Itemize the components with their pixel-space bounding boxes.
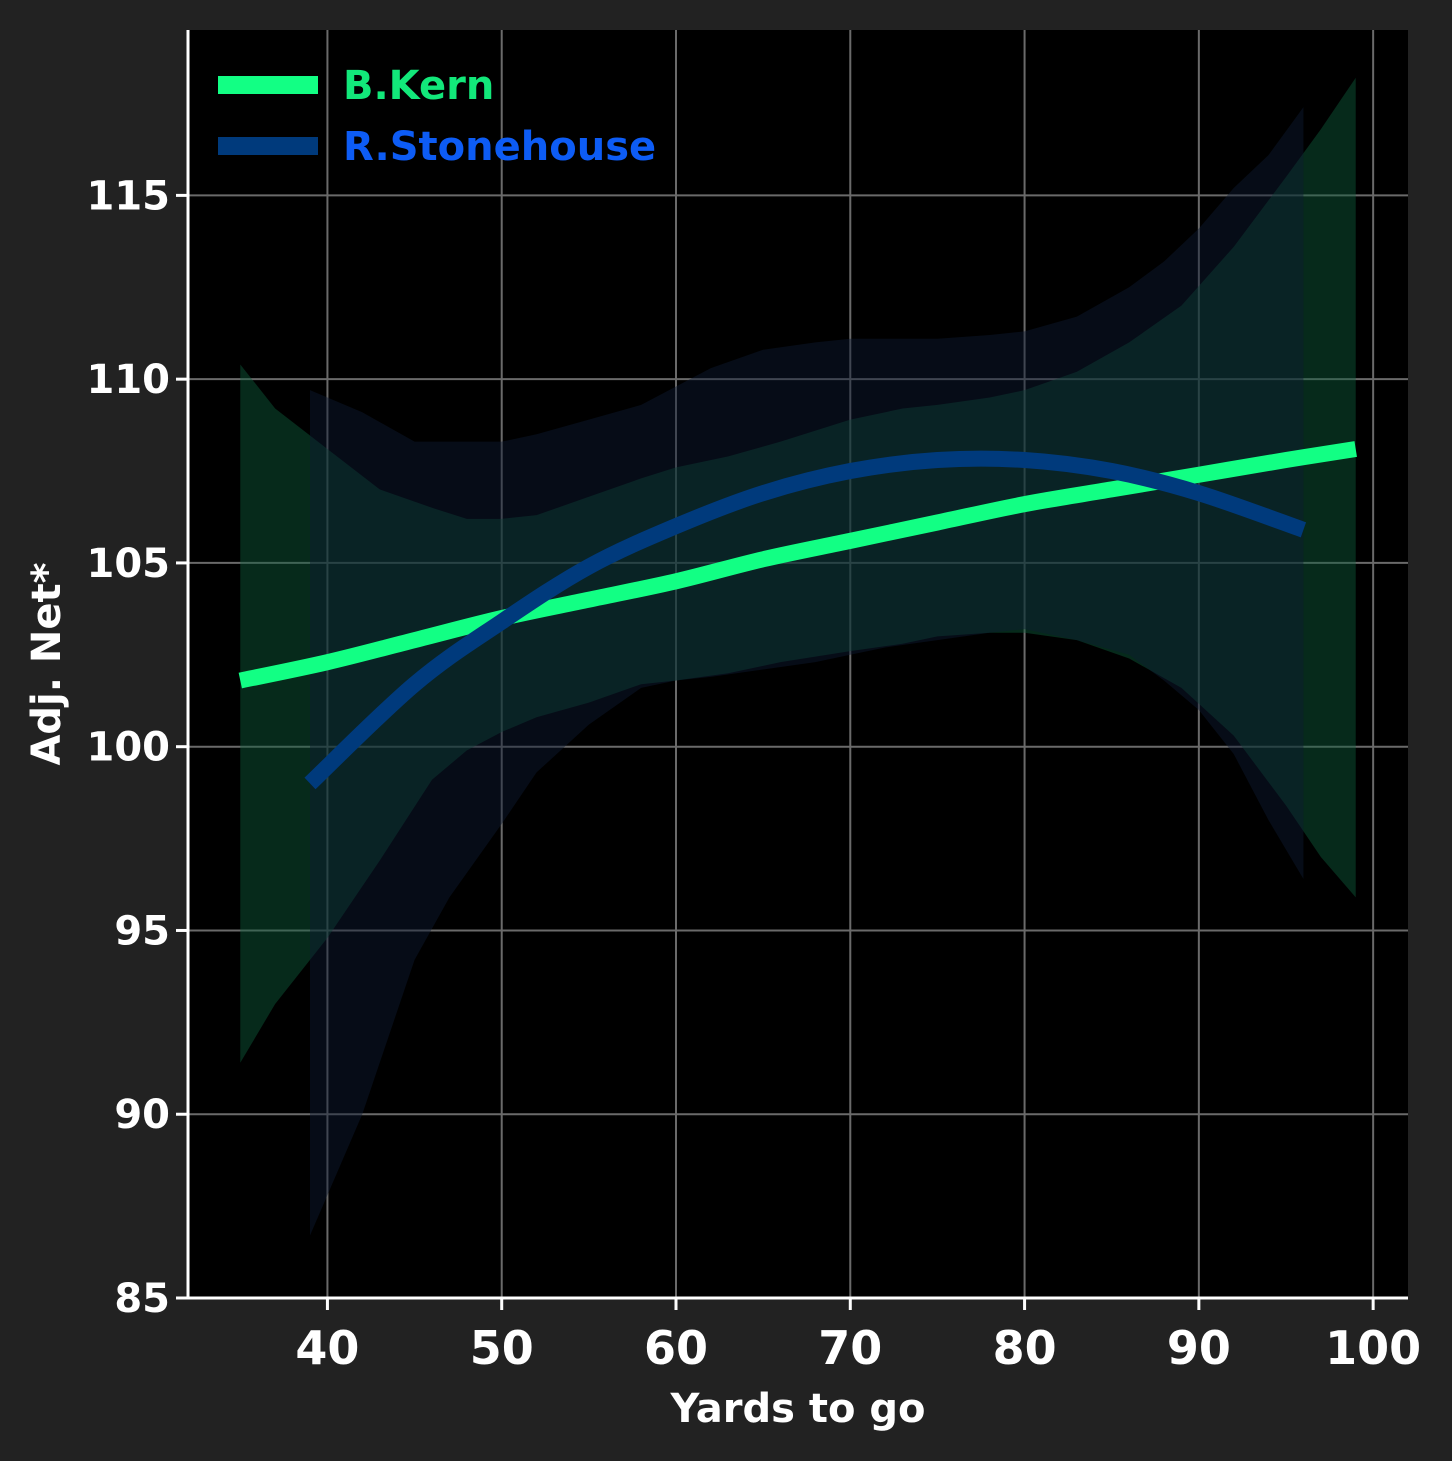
confidence-band-b-kern bbox=[240, 77, 1356, 1063]
y-tick-label-105: 105 bbox=[87, 541, 171, 587]
y-axis-ticks: 85 90 95 100 105 110 115 bbox=[87, 173, 188, 1322]
x-tick-label-80: 80 bbox=[993, 1321, 1057, 1375]
legend-label-r-stonehouse: R.Stonehouse bbox=[343, 124, 656, 170]
series-line-b-kern bbox=[238, 441, 1357, 689]
x-tick-label-100: 100 bbox=[1325, 1321, 1421, 1375]
y-axis-title: Adj. Net* bbox=[24, 562, 70, 765]
y-tick-label-85: 85 bbox=[114, 1276, 170, 1322]
x-tick-label-90: 90 bbox=[1167, 1321, 1231, 1375]
x-tick-label-70: 70 bbox=[818, 1321, 882, 1375]
confidence-bands bbox=[240, 77, 1356, 1236]
series-line-r-stonehouse bbox=[304, 450, 1307, 790]
series-lines bbox=[238, 441, 1357, 790]
plot-area bbox=[188, 30, 1408, 1298]
legend: B.Kern R.Stonehouse bbox=[218, 63, 656, 170]
x-axis-ticks: 40 50 60 70 80 90 100 bbox=[295, 1298, 1421, 1375]
y-tick-label-115: 115 bbox=[87, 173, 171, 219]
y-tick-label-90: 90 bbox=[114, 1092, 170, 1138]
x-tick-label-50: 50 bbox=[470, 1321, 534, 1375]
x-axis-title: Yards to go bbox=[669, 1386, 925, 1432]
axes bbox=[186, 30, 1408, 1300]
confidence-band-r-stonehouse bbox=[310, 107, 1304, 1236]
x-tick-label-60: 60 bbox=[644, 1321, 708, 1375]
x-tick-label-40: 40 bbox=[295, 1321, 359, 1375]
y-tick-label-110: 110 bbox=[87, 357, 171, 403]
y-tick-label-100: 100 bbox=[87, 725, 171, 771]
y-tick-label-95: 95 bbox=[114, 908, 170, 954]
legend-label-b-kern: B.Kern bbox=[343, 63, 494, 109]
